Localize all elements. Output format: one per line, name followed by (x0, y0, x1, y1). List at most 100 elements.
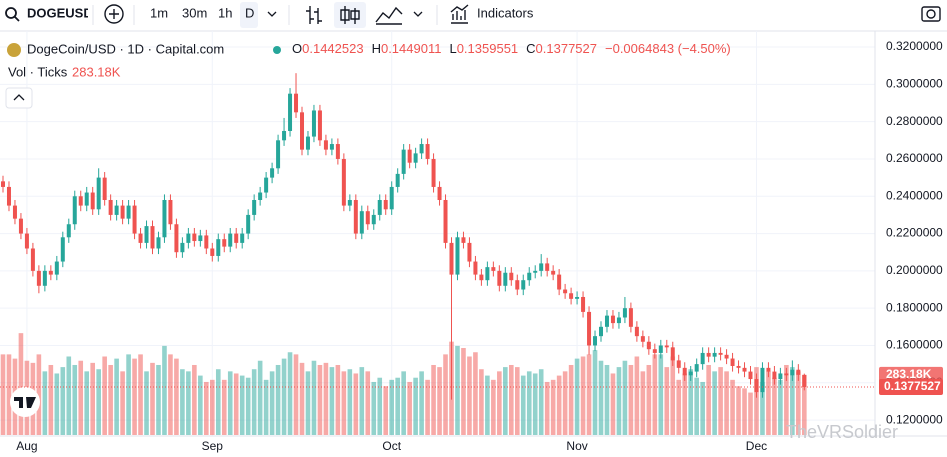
candle-body (796, 369, 801, 375)
snapshot-button[interactable] (921, 6, 941, 22)
candle-body (335, 144, 340, 159)
volume-bar (54, 373, 60, 435)
volume-bar (437, 367, 442, 435)
candle-body (604, 315, 609, 327)
candle-body (96, 177, 101, 210)
volume-bar (467, 356, 472, 435)
candle-body (294, 93, 299, 113)
volume-bar (568, 364, 574, 435)
candle-body (581, 296, 586, 312)
collapse-icon (13, 94, 25, 101)
candle-body (539, 263, 544, 271)
candle-body (790, 369, 795, 376)
candle-body (479, 274, 484, 281)
volume-bar (431, 364, 436, 435)
candle-body (276, 140, 281, 169)
volume-bar (712, 371, 717, 435)
candle-body (72, 196, 77, 225)
symbol[interactable]: DOGEUSD (27, 5, 93, 20)
indicators-icon[interactable] (450, 4, 469, 24)
volume-bar (479, 369, 484, 435)
ohlc-value: 0.1442523 (302, 41, 363, 56)
volume-bar (102, 356, 107, 435)
candle-body (742, 367, 747, 372)
interval-button[interactable]: 1m (150, 5, 168, 20)
volume-bar (491, 379, 496, 435)
candle-body (353, 199, 358, 234)
ohlc-prefix: C (526, 41, 535, 56)
candle-body (228, 233, 233, 247)
bars-style-icon[interactable] (306, 6, 322, 24)
style-dropdown[interactable] (413, 11, 423, 17)
collapse-button[interactable] (5, 87, 33, 109)
y-tick-label: 0.2000000 (886, 263, 943, 277)
candles-style-icon[interactable] (340, 6, 360, 24)
volume-bar (347, 369, 353, 435)
ohlc-prefix: H (372, 41, 381, 56)
candle-body (563, 289, 568, 294)
volume-bar (778, 379, 783, 435)
candle-body (156, 237, 161, 249)
volume-bar (760, 381, 765, 435)
volume-bar (604, 364, 610, 435)
volume-bar (36, 354, 42, 435)
volume-bar (616, 367, 622, 435)
candle-body (748, 371, 753, 380)
search-icon[interactable] (5, 7, 17, 19)
candle-body (36, 270, 41, 286)
candle-body (599, 326, 603, 337)
indicators-button[interactable]: Indicators (477, 5, 534, 20)
chart-title: DogeCoin/USD · 1D · Capital.com (27, 41, 224, 56)
volume-bar (239, 375, 245, 435)
volume-bar (796, 371, 801, 435)
y-tick-label: 0.3000000 (886, 77, 943, 91)
volume-bar (144, 371, 149, 435)
candle-body (234, 233, 239, 243)
interval-button[interactable]: 30m (182, 5, 207, 20)
volume-bar (180, 369, 185, 435)
volume-bar (281, 358, 287, 435)
candle-body (509, 272, 514, 281)
last-price-label-bg (879, 378, 943, 395)
volume-bar (227, 371, 233, 435)
volume-bar (718, 367, 723, 435)
candle-body (754, 379, 759, 393)
candle-body (12, 205, 17, 219)
interval-button[interactable]: 1h (218, 5, 232, 20)
candle-body (467, 242, 472, 262)
volume-bar (84, 371, 90, 435)
logo-mark (14, 397, 36, 408)
volume-bar (772, 377, 777, 435)
volume-bar (473, 352, 478, 435)
volume-bar (700, 381, 705, 435)
candle-body (288, 93, 293, 131)
volume-bar (688, 369, 693, 435)
interval-dropdown[interactable] (267, 11, 277, 17)
candle-body (347, 199, 352, 206)
candle-body (545, 263, 550, 271)
interval-button[interactable]: D (245, 5, 254, 20)
volume-bar (323, 362, 329, 435)
candle-body (449, 242, 454, 275)
candle-body (431, 158, 436, 187)
candle-body (186, 233, 191, 243)
ohlc-value: 0.1377527 (536, 41, 597, 56)
change: −0.0064843 (−4.50%) (605, 41, 731, 56)
symbol-box[interactable]: DOGEUSD (27, 5, 93, 20)
candle-body (700, 352, 705, 365)
candle-body (407, 149, 412, 163)
candle-body (784, 373, 789, 376)
volume-bar (72, 364, 78, 435)
volume-bar (784, 364, 789, 435)
active-interval-bg (240, 2, 258, 28)
candle-body (240, 233, 245, 243)
candle-body (54, 261, 59, 275)
add-symbol-button[interactable] (104, 4, 124, 24)
volume-bar (562, 371, 568, 435)
volume-bar (538, 369, 544, 435)
area-style-icon[interactable] (375, 6, 403, 25)
volume-bar (658, 354, 664, 435)
volume-bar (60, 367, 66, 435)
volume-bar (425, 379, 430, 435)
volume-bar (204, 381, 209, 435)
